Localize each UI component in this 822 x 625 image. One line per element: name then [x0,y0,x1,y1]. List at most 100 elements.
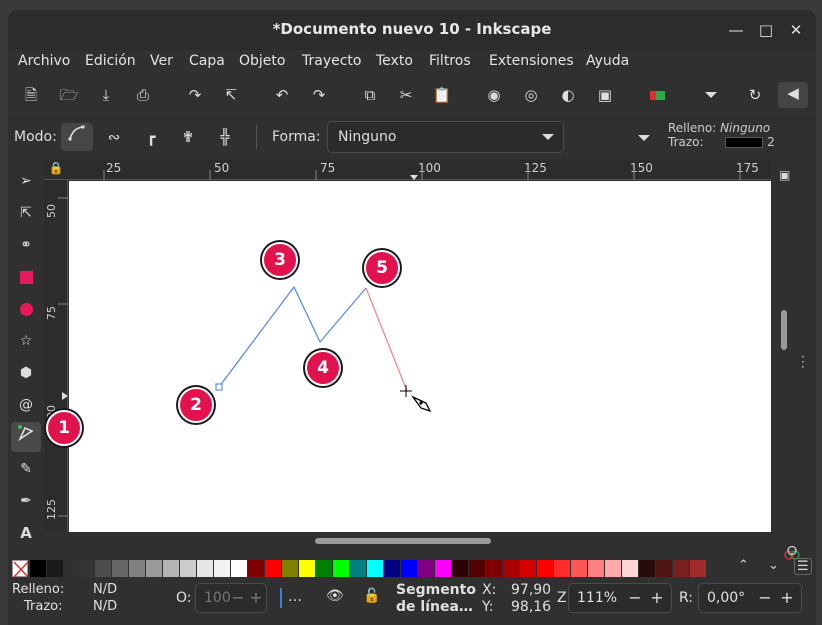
palette-swatch[interactable] [401,560,417,577]
palette-swatch[interactable] [47,560,63,577]
palette-swatch[interactable] [520,560,536,577]
opacity-decrement-icon[interactable]: − [231,588,245,607]
palette-swatch[interactable] [656,560,672,577]
import-icon[interactable]: ↷ [188,86,202,104]
paste-icon[interactable]: 📋 [432,86,452,104]
open-folder-icon[interactable]: 🗁 [59,86,79,104]
print-icon[interactable]: ⎙ [136,86,149,104]
palette-swatch[interactable] [282,560,298,577]
zoom-page-icon[interactable]: ◐ [561,86,575,104]
palette-swatch[interactable] [622,560,638,577]
star-tool-icon[interactable]: ☆ [19,333,33,349]
shape-dropdown[interactable]: Ninguno [327,121,564,153]
drawing-canvas[interactable] [69,181,771,532]
visibility-eye-icon[interactable]: 👁 [326,588,344,604]
menu-archivo[interactable]: Archivo [18,53,71,69]
calligraphy-tool-icon[interactable]: ✒ [20,493,32,509]
zoom-out-icon[interactable]: − [628,588,642,607]
menu-capa[interactable]: Capa [189,53,225,69]
layer-dots[interactable]: … [288,589,302,605]
palette-swatch[interactable] [333,560,349,577]
save-icon[interactable]: ⤓ [102,86,110,104]
palette-swatch[interactable] [95,560,111,577]
pen-tool-icon[interactable] [11,422,41,452]
vertical-ruler[interactable]: 50 75 100 125 [44,180,68,532]
menu-ver[interactable]: Ver [150,53,173,69]
3d-box-tool-icon[interactable]: ⬢ [19,365,33,381]
palette-swatch[interactable] [435,560,451,577]
pencil-tool-icon[interactable]: ✎ [20,461,32,477]
menu-objeto[interactable]: Objeto [239,53,286,69]
palette-scroll-down-icon[interactable]: ⌄ [768,558,779,573]
palette-swatch[interactable] [503,560,519,577]
rectangle-tool-icon[interactable] [13,264,39,290]
palette-swatch[interactable] [316,560,332,577]
palette-swatch[interactable] [265,560,281,577]
palette-swatch[interactable] [163,560,179,577]
palette-swatch[interactable] [418,560,434,577]
minimize-icon[interactable]: — [728,21,744,39]
unlock-icon[interactable]: 🔓 [363,588,381,604]
spiral-tool-icon[interactable]: @ [19,397,33,413]
mode-polyline-icon[interactable]: ✟ [181,128,195,146]
palette-swatch[interactable] [30,560,46,577]
palette-swatch[interactable] [367,560,383,577]
no-paint-swatch[interactable] [12,560,29,578]
palette-swatch[interactable] [605,560,621,577]
new-document-icon[interactable]: 🗎 [24,86,38,104]
palette-scroll-up-icon[interactable]: ⌃ [738,558,749,573]
palette-swatch[interactable] [571,560,587,577]
tweak-tool-icon[interactable]: ⚭ [20,237,32,253]
cut-icon[interactable]: ✂ [399,86,413,104]
zoom-selection-icon[interactable]: ◉ [487,86,501,104]
palette-menu-icon[interactable]: ☰ [794,558,812,575]
palette-swatch[interactable] [673,560,689,577]
palette-swatch[interactable] [588,560,604,577]
rotate-cw-icon[interactable]: + [780,588,794,607]
palette-swatch[interactable] [129,560,145,577]
text-tool-icon[interactable]: A [20,524,32,542]
menu-trayecto[interactable]: Trayecto [302,53,362,69]
mode-bezier-icon[interactable] [61,123,93,151]
dock-handle-icon[interactable]: · · · [801,350,805,374]
palette-swatch[interactable] [639,560,655,577]
palette-swatch[interactable] [112,560,128,577]
selector-tool-icon[interactable]: ➢ [20,173,32,189]
palette-swatch[interactable] [469,560,485,577]
zoom-drawing-icon[interactable]: ◎ [524,86,538,104]
mode-paraxial-icon[interactable]: ╬ [220,128,230,146]
palette-swatch[interactable] [452,560,468,577]
menu-ayuda[interactable]: Ayuda [586,53,630,69]
palette-swatch[interactable] [197,560,213,577]
palette-swatch[interactable] [350,560,366,577]
overflow-chevron-down-icon[interactable] [700,84,722,106]
horizontal-scrollbar-thumb[interactable] [315,538,491,544]
node-tool-icon[interactable]: ⇱ [20,205,32,221]
zoom-field[interactable]: 111% − + [568,583,672,613]
rotate-ccw-icon[interactable]: − [758,588,772,607]
zoom-fit-icon[interactable]: ▣ [597,86,613,104]
palette-swatch[interactable] [299,560,315,577]
opacity-field[interactable]: 100 − + [195,583,267,613]
ellipse-tool-icon[interactable] [13,296,39,322]
more-options-chevron-icon[interactable] [638,135,650,141]
palette-swatch[interactable] [180,560,196,577]
opacity-increment-icon[interactable]: + [249,588,263,607]
menu-texto[interactable]: Texto [376,53,413,69]
palette-swatch[interactable] [384,560,400,577]
mode-spiro-icon[interactable]: ∾ [107,128,121,146]
horizontal-scrollbar[interactable] [44,532,771,550]
palette-swatch[interactable] [146,560,162,577]
mode-bspline-icon[interactable]: ┏ [146,128,156,146]
display-mode-icon[interactable]: ▣ [779,168,791,182]
copy-icon[interactable]: ⧉ [364,86,376,104]
palette-swatch[interactable] [78,560,94,577]
menu-filtros[interactable]: Filtros [429,53,471,69]
palette-swatch[interactable] [214,560,230,577]
lock-icon[interactable]: 🔒 [48,161,64,175]
zoom-in-icon[interactable]: + [650,588,664,607]
style-indicator[interactable]: Relleno: Ninguno Trazo: 2 [668,121,775,149]
palette-swatch[interactable] [537,560,553,577]
palette-swatch[interactable] [554,560,570,577]
maximize-icon[interactable]: □ [758,21,774,39]
